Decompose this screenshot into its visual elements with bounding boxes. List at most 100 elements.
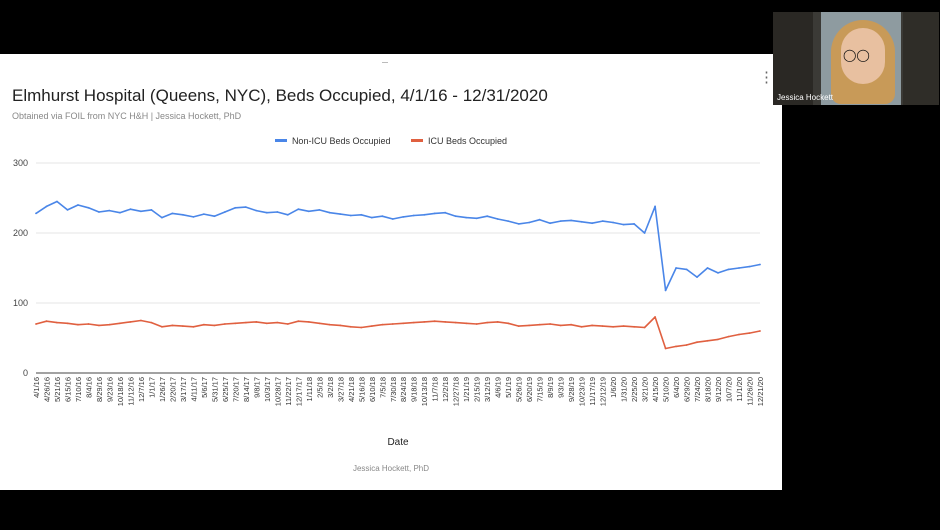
data-point — [444, 321, 447, 323]
x-tick-label: 5/6/17 — [200, 377, 209, 398]
data-point — [465, 322, 468, 325]
data-point — [538, 323, 541, 326]
data-point — [56, 200, 58, 203]
data-point — [181, 325, 184, 327]
data-point — [717, 338, 719, 341]
x-tick-label: 7/15/19 — [536, 377, 545, 402]
x-tick-label: 5/21/16 — [53, 377, 62, 402]
x-tick-label: 11/22/17 — [284, 377, 293, 406]
data-point — [140, 319, 142, 322]
x-tick-label: 6/15/16 — [63, 377, 72, 402]
data-point — [402, 216, 405, 218]
data-point — [433, 212, 436, 215]
data-point — [307, 210, 310, 213]
x-tick-label: 4/6/19 — [494, 377, 503, 398]
data-point — [276, 211, 279, 213]
x-tick-label: 3/12/19 — [483, 377, 492, 402]
data-point — [633, 223, 635, 225]
x-tick-label: 1/11/18 — [305, 377, 314, 401]
data-point — [119, 211, 121, 214]
data-point — [244, 206, 247, 209]
data-point — [423, 321, 426, 323]
data-point — [633, 325, 635, 328]
data-point — [318, 209, 321, 211]
data-point — [202, 213, 205, 216]
x-tick-label: 8/4/16 — [84, 377, 93, 398]
data-point — [559, 324, 562, 327]
x-tick-label: 12/12/19 — [599, 377, 608, 406]
bookshelf-left — [773, 12, 813, 105]
data-point — [423, 213, 426, 216]
data-point — [265, 211, 268, 214]
x-tick-label: 1/31/20 — [620, 377, 629, 402]
data-point — [475, 323, 478, 325]
x-tick-label: 2/5/18 — [315, 377, 324, 398]
x-tick-label: 11/26/20 — [746, 377, 755, 406]
x-tick-label: 7/10/16 — [74, 377, 83, 402]
data-point — [748, 332, 751, 334]
data-point — [181, 213, 184, 216]
data-point — [664, 347, 667, 350]
data-point — [486, 321, 489, 324]
data-point — [412, 214, 415, 217]
data-point — [433, 320, 436, 323]
data-point — [307, 321, 310, 323]
data-point — [444, 211, 447, 214]
data-point — [454, 215, 457, 218]
data-point — [244, 321, 247, 324]
data-point — [381, 215, 384, 218]
y-tick-label: 200 — [13, 228, 28, 238]
data-point — [349, 214, 352, 217]
x-tick-label: 5/26/19 — [515, 377, 524, 402]
x-tick-label: 3/21/20 — [641, 377, 650, 402]
x-tick-label: 3/17/17 — [179, 377, 188, 402]
series-icu — [35, 316, 761, 350]
data-point — [234, 322, 237, 325]
x-tick-label: 10/28/17 — [273, 377, 282, 406]
data-point — [664, 289, 667, 292]
x-tick-label: 2/20/17 — [168, 377, 177, 402]
data-point — [675, 267, 677, 269]
data-point — [161, 325, 163, 328]
data-point — [675, 345, 677, 348]
data-point — [412, 321, 415, 324]
data-point — [370, 325, 373, 327]
data-point — [570, 219, 573, 222]
data-point — [706, 267, 709, 269]
data-point — [255, 209, 258, 212]
data-point — [150, 209, 153, 211]
data-point — [528, 221, 531, 224]
data-point — [570, 323, 573, 326]
x-tick-label: 12/7/16 — [137, 377, 146, 402]
x-tick-label: 12/17/17 — [294, 377, 303, 406]
data-point — [654, 316, 656, 318]
x-tick-label: 1/26/17 — [158, 377, 167, 402]
data-point — [507, 220, 510, 223]
data-point — [402, 322, 405, 325]
data-point — [496, 218, 499, 220]
data-point — [643, 232, 646, 234]
x-tick-label: 5/16/18 — [357, 377, 366, 402]
data-point — [601, 220, 604, 223]
data-point — [517, 223, 520, 225]
data-point — [129, 208, 132, 211]
legend-item-non-icu: Non-ICU Beds Occupied — [274, 136, 390, 146]
data-point — [87, 206, 90, 209]
data-point — [98, 211, 100, 213]
x-tick-label: 10/13/18 — [420, 377, 429, 406]
x-tick-label: 3/2/18 — [326, 377, 335, 398]
x-tick-label: 3/27/18 — [336, 377, 345, 402]
x-tick-label: 8/18/20 — [704, 377, 713, 402]
series-line — [35, 316, 761, 350]
participant-video-tile[interactable]: ◯◯ Jessica Hockett — [773, 12, 939, 105]
x-axis-title: Date — [387, 437, 409, 448]
x-tick-label: 8/24/18 — [399, 377, 408, 402]
data-point — [496, 321, 499, 323]
x-tick-label: 5/1/19 — [504, 377, 513, 398]
data-point — [108, 323, 111, 326]
data-point — [706, 339, 709, 342]
more-options-icon[interactable]: ⋮ — [759, 69, 774, 86]
data-point — [45, 205, 48, 208]
data-point — [77, 204, 79, 206]
